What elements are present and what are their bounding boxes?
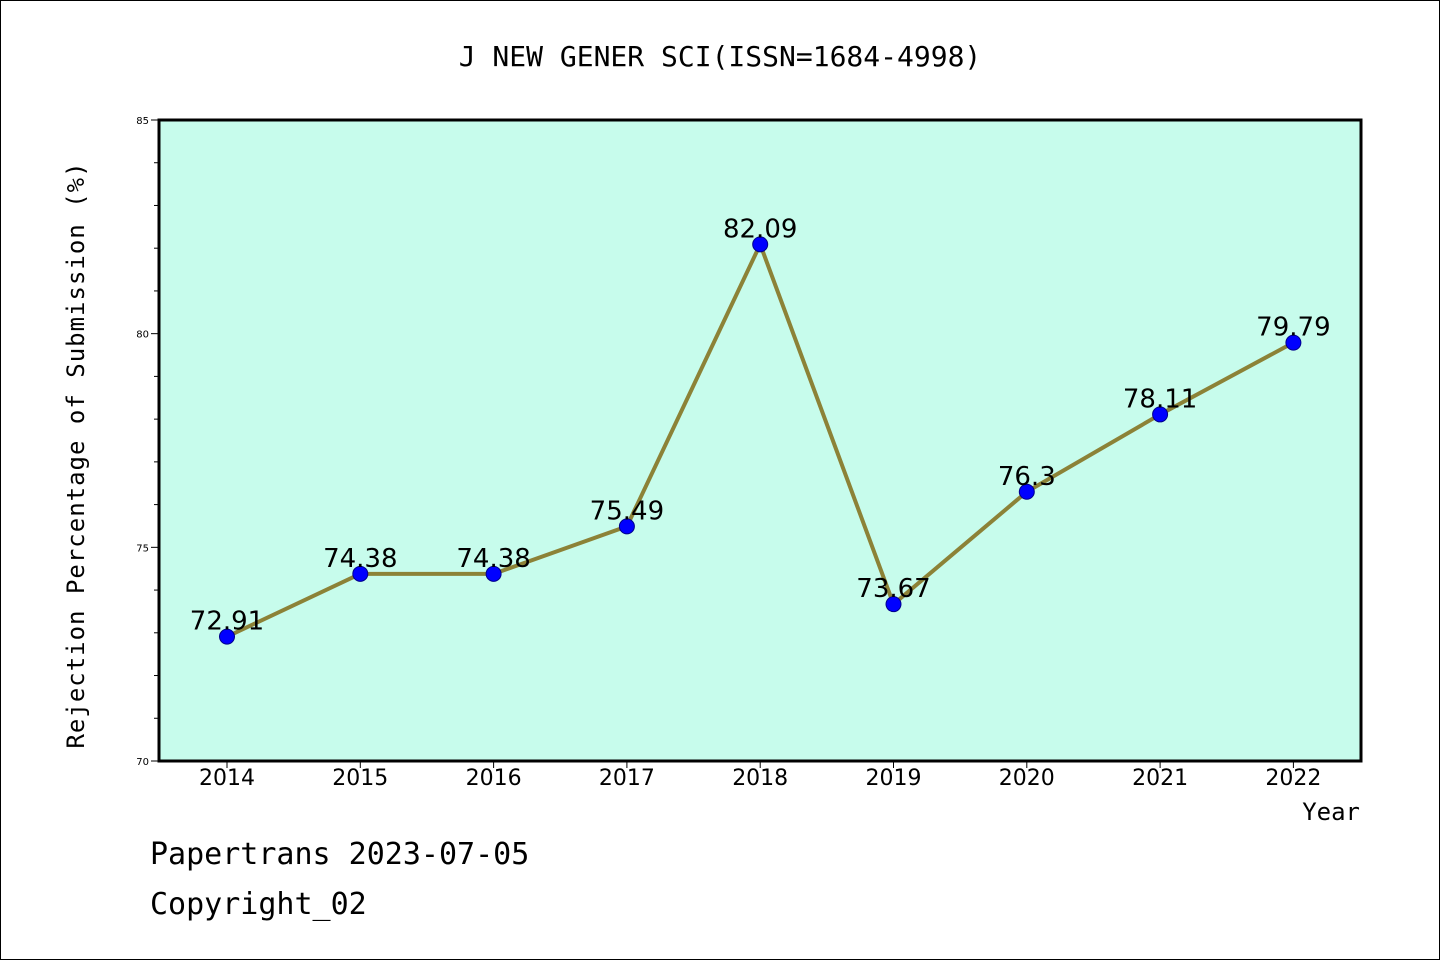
footer-copyright: Copyright_02 <box>150 887 367 922</box>
x-tick-label: 2015 <box>332 766 388 791</box>
x-tick-label: 2018 <box>732 766 788 791</box>
data-point <box>1285 334 1302 351</box>
x-tick-label: 2021 <box>1132 766 1188 791</box>
y-tick-label: 75 <box>136 543 149 554</box>
data-point <box>1018 483 1035 500</box>
data-point <box>1152 406 1169 423</box>
y-axis-ticks: 70 75 80 85 <box>136 116 159 768</box>
data-label: 78.11 <box>1123 384 1197 414</box>
data-label: 73.67 <box>856 574 930 604</box>
data-label: 82.09 <box>723 214 797 244</box>
chart-title: J NEW GENER SCI(ISSN=1684-4998) <box>459 40 982 73</box>
data-label: 74.38 <box>323 544 397 574</box>
data-point <box>885 596 902 613</box>
y-tick-label: 70 <box>136 757 149 768</box>
x-tick-label: 2019 <box>866 766 922 791</box>
footer-date: Papertrans 2023-07-05 <box>150 837 529 872</box>
x-tick-label: 2020 <box>999 766 1055 791</box>
x-tick-label: 2014 <box>199 766 255 791</box>
data-label: 79.79 <box>1256 313 1330 343</box>
x-tick-label: 2016 <box>466 766 522 791</box>
x-tick-label: 2022 <box>1265 766 1321 791</box>
y-axis-label: Rejection Percentage of Submission (%) <box>62 161 90 748</box>
y-tick-label: 80 <box>136 330 149 341</box>
y-tick-label: 85 <box>136 116 149 127</box>
data-point <box>752 236 769 253</box>
data-label: 76.3 <box>998 462 1056 492</box>
data-point <box>618 518 635 535</box>
data-point <box>352 565 369 582</box>
plot-area <box>157 118 1363 763</box>
x-axis-ticks: 2014 2015 2016 2017 2018 2019 2020 2021 2022 <box>199 761 1321 791</box>
x-tick-label: 2017 <box>599 766 655 791</box>
data-label: 75.49 <box>590 496 664 526</box>
series-line-group: 72.91 74.38 74.38 75.49 82.09 73.67 76.3 78.11 7… <box>190 214 1331 645</box>
data-label: 74.38 <box>456 544 530 574</box>
x-axis-label: Year <box>1302 798 1360 826</box>
data-point <box>219 628 235 645</box>
data-point <box>485 565 502 582</box>
data-label: 72.91 <box>190 607 264 637</box>
